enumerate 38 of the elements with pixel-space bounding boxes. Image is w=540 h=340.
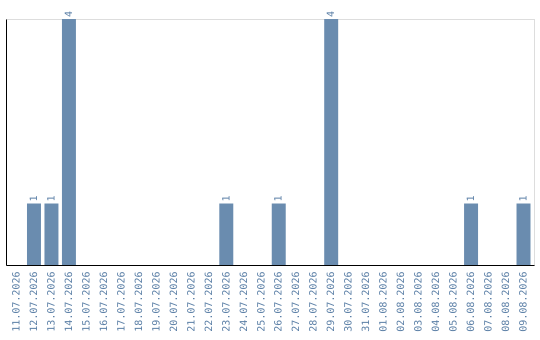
x-tick-label: 24.07.2026 xyxy=(238,272,250,332)
data-label: 1 xyxy=(466,195,478,202)
x-tick-label: 07.08.2026 xyxy=(484,272,495,332)
data-label: 1 xyxy=(274,195,285,202)
x-tick-label: 19.07.2026 xyxy=(151,272,162,332)
x-tick-label: 17.07.2026 xyxy=(116,272,128,332)
x-tick-label: 04.08.2026 xyxy=(431,272,442,332)
x-tick-label: 09.08.2026 xyxy=(518,272,530,332)
x-tick-label: 18.07.2026 xyxy=(134,272,145,332)
x-tick-label: 01.08.2026 xyxy=(378,272,390,332)
data-label: 1 xyxy=(221,195,232,202)
data-label: 4 xyxy=(326,10,338,17)
x-tick-label: 28.07.2026 xyxy=(308,272,320,332)
x-tick-label: 08.08.2026 xyxy=(501,272,512,332)
x-tick-label: 03.08.2026 xyxy=(414,272,425,332)
x-tick-label: 12.07.2026 xyxy=(28,272,40,332)
x-tick-label: 06.08.2026 xyxy=(466,272,478,332)
x-tick-label: 15.07.2026 xyxy=(81,272,92,332)
x-tick-label: 05.08.2026 xyxy=(448,272,460,332)
x-tick-label: 25.07.2026 xyxy=(256,272,268,332)
x-tick-label: 20.07.2026 xyxy=(168,272,180,332)
x-tick-label: 21.07.2026 xyxy=(186,272,198,332)
x-tick-label: 26.07.2026 xyxy=(274,272,285,332)
x-tick-label: 30.07.2026 xyxy=(344,272,355,332)
data-label: 1 xyxy=(28,195,40,202)
x-tick-label: 13.07.2026 xyxy=(46,272,58,332)
x-tick-label: 14.07.2026 xyxy=(64,272,75,332)
x-tick-label: 16.07.2026 xyxy=(98,272,110,332)
x-tick-label: 27.07.2026 xyxy=(291,272,302,332)
x-tick-label: 11.07.2026 xyxy=(11,272,22,332)
data-label: 1 xyxy=(518,195,530,202)
x-tick-label: 23.07.2026 xyxy=(221,272,232,332)
x-tick-label: 29.07.2026 xyxy=(326,272,338,332)
x-tick-label: 31.07.2026 xyxy=(361,272,372,332)
data-label: 4 xyxy=(64,10,75,17)
data-label: 1 xyxy=(46,195,58,202)
x-tick-label: 22.07.2026 xyxy=(204,272,215,332)
x-tick-label: 02.08.2026 xyxy=(396,272,408,332)
